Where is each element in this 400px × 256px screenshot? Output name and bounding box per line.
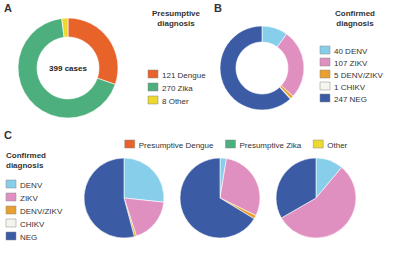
svg-text:Other: Other: [327, 141, 347, 150]
svg-text:Confirmed: Confirmed: [6, 151, 46, 160]
svg-text:Presumptive: Presumptive: [152, 9, 201, 18]
svg-text:107 ZIKV: 107 ZIKV: [334, 59, 368, 68]
svg-text:DENV/ZIKV: DENV/ZIKV: [20, 207, 63, 216]
svg-text:399 cases: 399 cases: [49, 64, 87, 73]
svg-text:Confirmed: Confirmed: [335, 9, 375, 18]
svg-text:A: A: [4, 2, 12, 14]
svg-text:247 NEG: 247 NEG: [334, 95, 367, 104]
svg-text:diagnosis: diagnosis: [157, 19, 195, 28]
svg-text:CHIKV: CHIKV: [20, 220, 45, 229]
svg-text:40 DENV: 40 DENV: [334, 47, 368, 56]
svg-text:C: C: [4, 129, 12, 141]
svg-text:B: B: [214, 2, 222, 14]
svg-text:Presumptive Zika: Presumptive Zika: [239, 141, 301, 150]
svg-text:8 Other: 8 Other: [162, 97, 189, 106]
svg-text:ZIKV: ZIKV: [20, 194, 38, 203]
svg-text:NEG: NEG: [20, 233, 37, 242]
svg-text:DENV: DENV: [20, 181, 43, 190]
svg-text:diagnosis: diagnosis: [6, 161, 44, 170]
svg-text:1 CHIKV: 1 CHIKV: [334, 83, 366, 92]
svg-text:121 Dengue: 121 Dengue: [162, 71, 206, 80]
svg-text:diagnosis: diagnosis: [336, 19, 374, 28]
svg-text:5 DENV/ZIKV: 5 DENV/ZIKV: [334, 71, 384, 80]
svg-text:270 Zika: 270 Zika: [162, 84, 193, 93]
svg-text:Presumptive Dengue: Presumptive Dengue: [139, 141, 214, 150]
